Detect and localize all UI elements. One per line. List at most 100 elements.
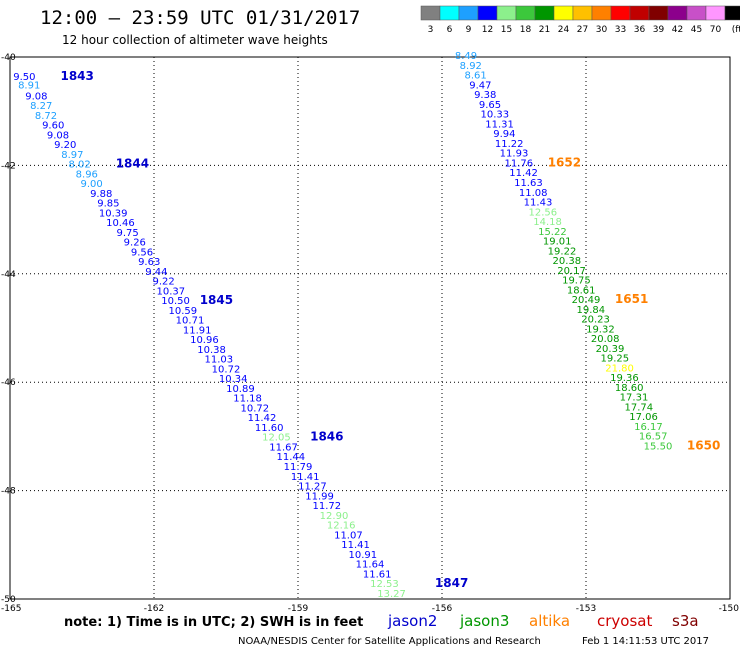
colorbar-swatch (496, 5, 517, 21)
colorbar-label: 21 (539, 25, 550, 35)
swh-value: 9.08 (47, 130, 69, 141)
x-tick-label: -165 (1, 604, 21, 614)
swh-value: 9.85 (97, 199, 119, 210)
plot-frame (9, 56, 731, 600)
swh-value: 19.01 (543, 237, 572, 248)
swh-value: 10.59 (168, 306, 197, 317)
satellite-legend: jason2 jason3 altika cryosat s3a (387, 612, 699, 630)
swh-value: 18.60 (615, 383, 644, 394)
swh-value: 10.33 (480, 110, 509, 121)
time-label: 1843 (60, 69, 93, 83)
swh-value: 10.39 (99, 208, 128, 219)
swh-value: 17.06 (629, 412, 658, 423)
colorbar-label: 33 (615, 25, 626, 35)
time-label: 1847 (435, 576, 468, 590)
colorbar-swatch (477, 5, 498, 21)
swh-value: 9.08 (25, 91, 47, 102)
swh-value: 19.84 (576, 305, 605, 316)
colorbar-label: 36 (634, 25, 646, 35)
time-label: 1845 (200, 293, 233, 307)
colorbar-swatch (420, 5, 441, 21)
x-tick-label: -162 (144, 604, 164, 614)
swh-value: 11.67 (269, 442, 298, 453)
time-label: 1652 (548, 155, 581, 169)
colorbar-label: 39 (653, 25, 665, 35)
time-label: 1846 (310, 430, 343, 444)
footer-timestamp: Feb 1 14:11:53 UTC 2017 (582, 636, 709, 647)
swh-value: 12.53 (370, 579, 399, 590)
swh-value: 9.60 (42, 121, 64, 132)
swh-value: 16.17 (634, 422, 663, 433)
colorbar-swatch (629, 5, 650, 21)
grid-lines (10, 57, 730, 599)
colorbar-swatch (572, 5, 593, 21)
swh-value: 9.47 (469, 80, 491, 91)
swh-value: 10.91 (348, 550, 377, 561)
colorbar-label: 15 (501, 25, 512, 35)
swh-value: 9.26 (124, 238, 146, 249)
swh-value: 19.75 (562, 276, 591, 287)
swh-value: 8.72 (35, 111, 57, 122)
y-tick-label: -42 (1, 161, 16, 171)
colorbar-label: 18 (520, 25, 532, 35)
legend-jason2: jason2 (387, 612, 437, 630)
chart-title: 12:00 – 23:59 UTC 01/31/2017 (40, 7, 360, 29)
swh-value: 9.75 (116, 228, 138, 239)
colorbar-swatch (724, 5, 740, 21)
swh-value: 12.05 (262, 433, 291, 444)
swh-value: 10.89 (226, 384, 255, 395)
colorbar-swatch (610, 5, 631, 21)
colorbar-label: (ft) (732, 25, 740, 35)
swh-value: 11.63 (514, 178, 543, 189)
colorbar-swatch (667, 5, 688, 21)
colorbar-label: 3 (428, 25, 434, 35)
swh-value: 10.38 (197, 345, 226, 356)
swh-value: 19.32 (586, 324, 615, 335)
swh-value: 17.31 (620, 393, 649, 404)
legend-cryosat: cryosat (597, 612, 652, 630)
swh-value: 8.61 (464, 71, 486, 82)
colorbar-label: 9 (466, 25, 472, 35)
swh-value: 9.22 (152, 277, 174, 288)
colorbar-swatch (534, 5, 555, 21)
legend-altika: altika (529, 612, 570, 630)
legend-s3a: s3a (672, 612, 699, 630)
swh-value: 11.61 (363, 569, 392, 580)
swh-value: 20.49 (572, 295, 601, 306)
colorbar-label: 30 (596, 25, 608, 35)
colorbar-swatch (439, 5, 460, 21)
x-tick-label: -159 (288, 604, 309, 614)
y-tick-label: -50 (1, 595, 16, 605)
swh-value: 10.50 (161, 296, 190, 307)
swh-value: 10.72 (212, 364, 241, 375)
x-tick-label: -150 (719, 604, 740, 614)
swh-value: 20.23 (581, 315, 610, 326)
swh-value: 9.63 (138, 257, 160, 268)
swh-value: 20.38 (552, 256, 581, 267)
y-tick-label: -48 (1, 487, 16, 497)
swh-value: 16.57 (639, 432, 668, 443)
swh-value: 9.44 (145, 267, 167, 278)
swh-value: 9.38 (474, 90, 496, 101)
swh-value: 11.08 (519, 188, 548, 199)
axis-ticks: -165 -162 -159 -156 -153 -150 -40 -42 -44 -46 -48 -… (1, 53, 739, 614)
swh-value: 20.17 (557, 266, 586, 277)
swh-value: 9.56 (131, 247, 153, 258)
colorbar-label: 45 (691, 25, 702, 35)
colorbar-label: 6 (447, 25, 453, 35)
swh-value: 19.22 (548, 246, 577, 257)
colorbar-label: 42 (672, 25, 683, 35)
chart-subtitle: 12 hour collection of altimeter wave hei… (62, 33, 328, 47)
colorbar-swatch (515, 5, 536, 21)
colorbar-label: 70 (710, 25, 722, 35)
swh-value: 9.50 (13, 72, 35, 83)
swh-value: 8.02 (68, 160, 90, 171)
time-label: 1650 (687, 438, 720, 452)
swh-value: 11.64 (356, 560, 385, 571)
swh-value: 9.00 (80, 179, 102, 190)
swh-value: 15.50 (644, 441, 673, 452)
x-tick-label: -156 (432, 604, 453, 614)
swh-value: 11.18 (233, 394, 262, 405)
swh-values: 9.508.919.088.278.729.609.089.208.978.02… (13, 51, 672, 600)
